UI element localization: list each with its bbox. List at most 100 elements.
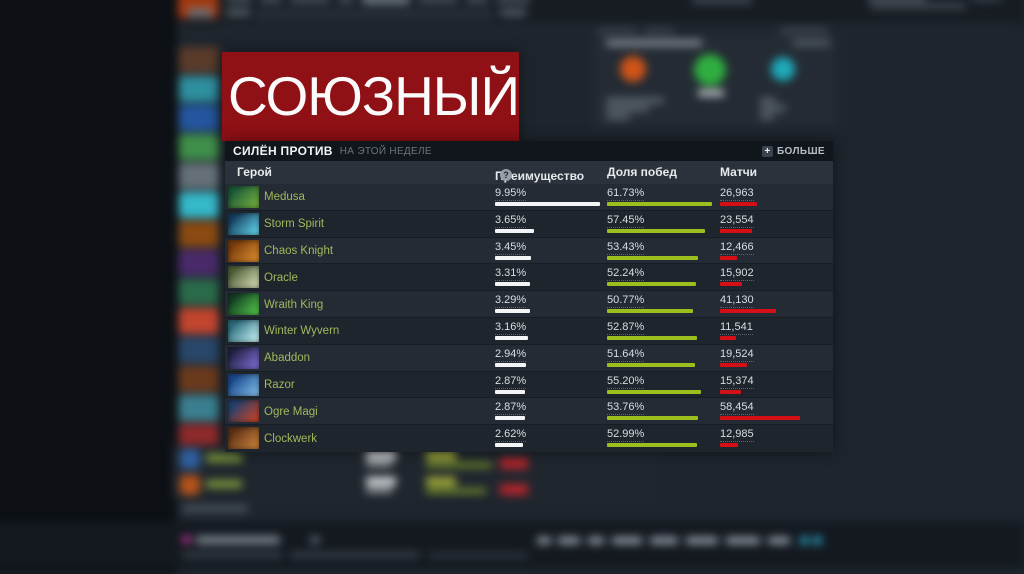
winrate-value: 51.64% xyxy=(607,347,645,362)
advantage-bar xyxy=(495,389,525,394)
advantage-value: 3.45% xyxy=(495,240,527,255)
blur-blob xyxy=(500,9,526,16)
blur-blob xyxy=(182,505,248,512)
column-header-matches: Матчи xyxy=(720,165,758,179)
hero-row[interactable]: Wraith King 3.29% 50.77% 41,130 xyxy=(225,290,833,318)
matches-cell: 58,454 xyxy=(720,398,830,425)
blur-blob xyxy=(972,0,1002,1)
blur-blob xyxy=(310,536,320,544)
advantage-value: 9.95% xyxy=(495,187,527,201)
blur-blob xyxy=(868,0,926,1)
blur-blob xyxy=(179,250,219,276)
hero-name-link[interactable]: Clockwerk xyxy=(264,432,318,445)
advantage-cell: 3.29% xyxy=(495,291,603,318)
hero-name-link[interactable]: Winter Wyvern xyxy=(264,325,340,338)
advantage-bar xyxy=(495,255,531,260)
hero-name-link[interactable]: Razor xyxy=(264,378,295,391)
hero-row[interactable]: Winter Wyvern 3.16% 52.87% 11,541 xyxy=(225,316,833,345)
hero-portrait-icon xyxy=(228,400,259,423)
matches-cell: 12,985 xyxy=(720,425,830,452)
advantage-value: 2.62% xyxy=(495,428,527,443)
blur-blob xyxy=(644,28,674,36)
winrate-bar xyxy=(607,309,693,314)
hero-row[interactable]: Abaddon 2.94% 51.64% 19,524 xyxy=(225,343,833,372)
hero-row[interactable]: Clockwerk 2.62% 52.99% 12,985 xyxy=(225,424,833,452)
hero-name-link[interactable]: Abaddon xyxy=(264,352,311,365)
hero-row[interactable]: Razor 2.87% 55.20% 15,374 xyxy=(225,370,833,399)
blur-blob xyxy=(179,366,219,392)
hero-name-link[interactable]: Oracle xyxy=(264,271,298,284)
blur-blob xyxy=(179,308,219,334)
winrate-cell: 53.43% xyxy=(607,238,715,265)
hero-row[interactable]: Chaos Knight 3.45% 53.43% 12,466 xyxy=(225,236,833,265)
advantage-bar xyxy=(495,335,528,340)
winrate-cell: 52.87% xyxy=(607,318,715,345)
help-icon[interactable]: ? xyxy=(500,169,512,181)
matches-bar xyxy=(720,443,738,448)
blur-blob xyxy=(620,56,646,82)
matches-bar xyxy=(720,282,742,287)
blur-blob xyxy=(290,0,330,3)
hero-portrait-icon xyxy=(228,293,259,316)
blur-blob xyxy=(179,192,219,218)
hero-portrait-icon xyxy=(228,239,259,262)
winrate-bar xyxy=(607,202,712,206)
more-button[interactable]: + БОЛЬШЕ xyxy=(761,145,825,157)
matches-value: 26,963 xyxy=(720,187,754,201)
hero-portrait-icon xyxy=(228,266,259,289)
matches-value: 58,454 xyxy=(720,401,754,416)
winrate-bar xyxy=(607,228,705,233)
winrate-cell: 61.73% xyxy=(607,184,715,211)
matches-bar xyxy=(720,309,776,314)
hero-row[interactable]: Storm Spirit 3.65% 57.45% 23,554 xyxy=(225,209,833,238)
red-caption-banner: СОЮЗНЫЙ xyxy=(222,52,520,141)
hero-name-link[interactable]: Chaos Knight xyxy=(264,244,334,257)
blur-blob xyxy=(760,106,786,111)
matches-cell: 23,554 xyxy=(720,211,830,238)
hero-table-body: Medusa 9.95% 61.73% 26,963 Storm Spirit … xyxy=(225,184,833,452)
advantage-cell: 2.62% xyxy=(495,425,603,452)
winrate-bar xyxy=(607,416,698,421)
hero-name-link[interactable]: Ogre Magi xyxy=(264,405,318,418)
hero-name-link[interactable]: Wraith King xyxy=(264,298,324,311)
advantage-value: 3.16% xyxy=(495,320,527,335)
advantage-cell: 2.94% xyxy=(495,345,603,372)
blur-blob xyxy=(254,8,494,20)
matches-bar xyxy=(720,228,752,233)
advantage-cell: 3.45% xyxy=(495,238,603,265)
winrate-value: 52.24% xyxy=(607,267,645,282)
blur-blob xyxy=(426,489,486,493)
hero-row[interactable]: Ogre Magi 2.87% 53.76% 58,454 xyxy=(225,397,833,426)
winrate-value: 61.73% xyxy=(607,187,645,201)
winrate-bar xyxy=(607,362,695,367)
hero-portrait-icon xyxy=(228,427,259,450)
winrate-bar xyxy=(607,255,698,260)
advantage-bar xyxy=(495,282,530,287)
blur-blob xyxy=(338,0,354,3)
blur-blob xyxy=(466,0,488,3)
hero-portrait-icon xyxy=(228,346,259,369)
blur-blob xyxy=(606,98,664,103)
matches-cell: 15,374 xyxy=(720,372,830,399)
blur-blob xyxy=(780,27,828,37)
advantage-value: 3.65% xyxy=(495,213,527,228)
hero-portrait-icon xyxy=(228,319,259,342)
table-header-row: Герой Преимущество? Доля побед Матчи xyxy=(225,161,833,184)
advantage-value: 3.29% xyxy=(495,294,527,309)
column-header-advantage-label: Преимущество xyxy=(495,169,585,183)
hero-portrait-icon xyxy=(228,212,259,235)
matches-bar xyxy=(720,255,737,260)
winrate-value: 57.45% xyxy=(607,213,645,228)
matches-cell: 26,963 xyxy=(720,184,830,211)
hero-name-link[interactable]: Storm Spirit xyxy=(264,218,325,231)
matches-value: 11,541 xyxy=(720,320,753,335)
plus-icon: + xyxy=(761,145,773,157)
blur-blob xyxy=(813,536,822,545)
blur-blob xyxy=(179,279,219,305)
hero-row[interactable]: Medusa 9.95% 61.73% 26,963 xyxy=(225,184,833,211)
hero-row[interactable]: Oracle 3.31% 52.24% 15,902 xyxy=(225,263,833,292)
hero-name-link[interactable]: Medusa xyxy=(264,191,305,204)
blur-blob xyxy=(0,0,177,574)
advantage-cell: 3.65% xyxy=(495,211,603,238)
blur-blob xyxy=(196,536,280,544)
